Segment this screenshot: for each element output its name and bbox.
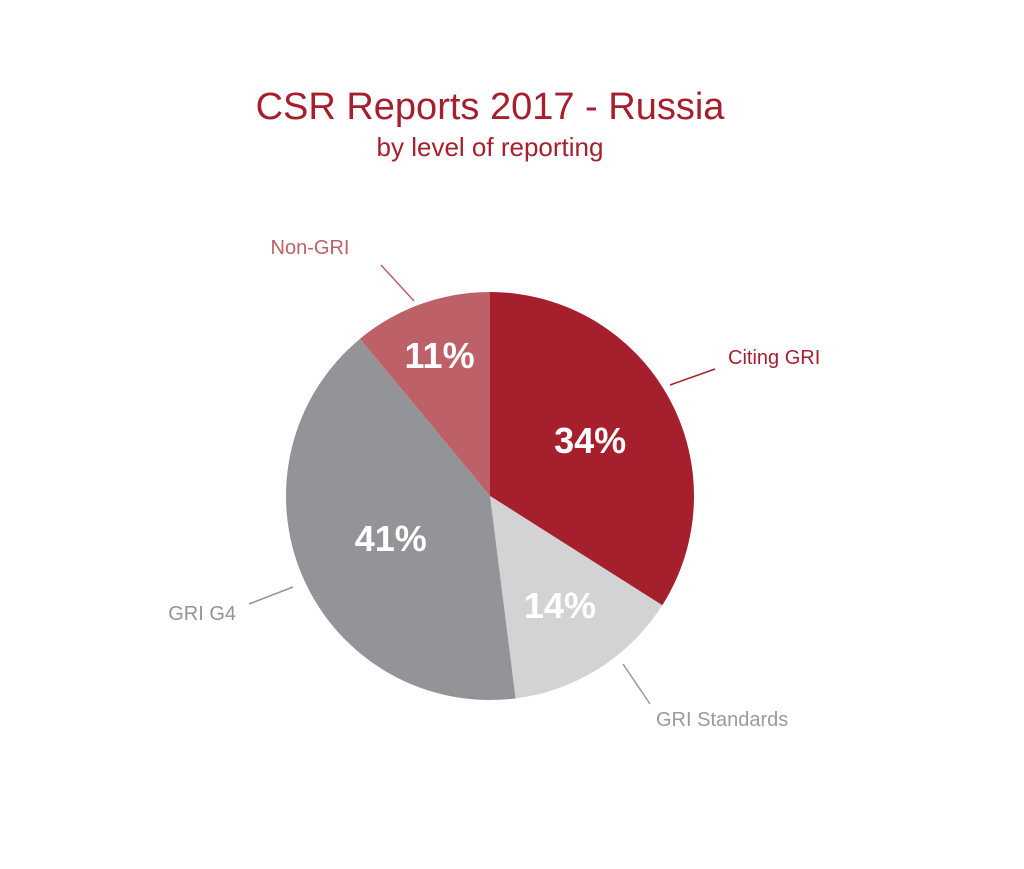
category-labels: Citing GRI GRI Standards GRI G4 Non-GRI <box>168 237 820 731</box>
pie-slice-gri-g4 <box>286 338 516 701</box>
percent-label-gri-g4: 41% <box>355 518 427 559</box>
pie-slice-citing-gri <box>490 292 694 606</box>
category-label-citing-gri: Citing GRI <box>728 347 820 369</box>
percent-labels: 34% 14% 41% 11% <box>355 335 626 626</box>
category-label-non-gri: Non-GRI <box>271 237 350 259</box>
pie-slice-gri-standards <box>490 496 663 699</box>
chart-subtitle: by level of reporting <box>376 132 604 162</box>
leader-line-non-gri <box>380 264 415 302</box>
percent-label-non-gri: 11% <box>405 335 475 376</box>
pie-slices <box>286 292 694 701</box>
percent-label-citing-gri: 34% <box>554 420 626 461</box>
leader-line-gri-g4 <box>248 586 294 605</box>
leader-line-gri-standards <box>622 663 651 705</box>
category-label-gri-standards: GRI Standards <box>656 709 788 731</box>
chart-title-block: CSR Reports 2017 - Russia by level of re… <box>0 84 980 164</box>
pie-slice-non-gri <box>359 292 490 496</box>
leader-lines <box>248 264 716 705</box>
percent-label-gri-standards: 14% <box>524 585 596 626</box>
category-label-gri-g4: GRI G4 <box>168 603 236 625</box>
leader-line-citing-gri <box>669 368 716 386</box>
chart-title: CSR Reports 2017 - Russia <box>255 86 725 128</box>
